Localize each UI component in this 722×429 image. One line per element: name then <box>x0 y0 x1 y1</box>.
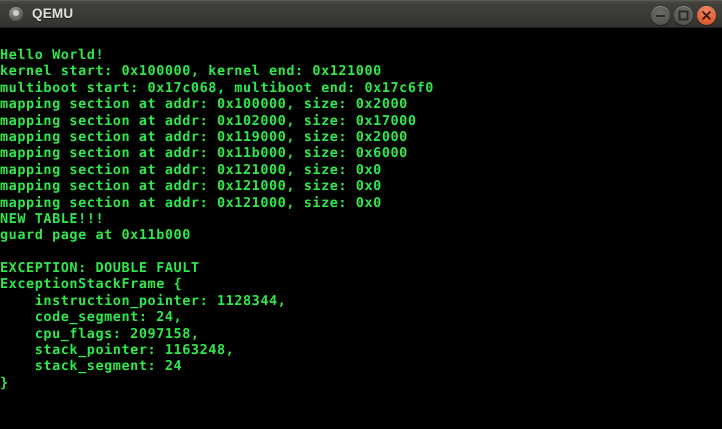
terminal-line: stack_pointer: 1163248, <box>0 342 235 359</box>
window-controls <box>651 1 716 29</box>
terminal-line: cpu_flags: 2097158, <box>0 325 200 342</box>
maximize-button[interactable] <box>674 5 693 25</box>
terminal-line: NEW TABLE!!! <box>0 210 105 227</box>
minimize-button[interactable] <box>651 5 670 25</box>
window-title: QEMU <box>32 6 74 21</box>
terminal-line <box>0 244 434 260</box>
terminal-line: ExceptionStackFrame { <box>0 276 183 293</box>
qemu-disc-icon-highlight <box>13 10 19 16</box>
terminal-line: mapping section at addr: 0x121000, size:… <box>0 178 382 195</box>
terminal-line: multiboot start: 0x17c068, multiboot end… <box>0 79 434 96</box>
maximize-icon <box>678 10 689 20</box>
terminal-line: kernel start: 0x100000, kernel end: 0x12… <box>0 63 382 80</box>
terminal-line: mapping section at addr: 0x11b000, size:… <box>0 145 408 162</box>
terminal-line: mapping section at addr: 0x121000, size:… <box>0 161 382 178</box>
qemu-disc-icon <box>8 6 24 22</box>
terminal-line: EXCEPTION: DOUBLE FAULT <box>0 260 200 277</box>
terminal-line: mapping section at addr: 0x121000, size:… <box>0 194 382 211</box>
terminal-line: mapping section at addr: 0x102000, size:… <box>0 112 417 129</box>
terminal-line: mapping section at addr: 0x119000, size:… <box>0 128 408 145</box>
close-button[interactable] <box>697 5 716 25</box>
window-titlebar[interactable]: QEMU <box>0 0 722 28</box>
close-icon <box>702 10 711 20</box>
terminal-line: instruction_pointer: 1128344, <box>0 292 287 309</box>
terminal-line: code_segment: 24, <box>0 309 183 326</box>
qemu-terminal-display[interactable]: Hello World! kernel start: 0x100000, kern… <box>0 29 722 429</box>
terminal-line: guard page at 0x11b000 <box>0 227 191 244</box>
terminal-line: Hello World! <box>0 47 105 63</box>
terminal-line: } <box>0 374 9 391</box>
terminal-output: Hello World! kernel start: 0x100000, kern… <box>0 47 434 391</box>
terminal-line: stack_segment: 24 <box>0 358 183 375</box>
terminal-line: mapping section at addr: 0x100000, size:… <box>0 96 408 113</box>
minimize-icon <box>656 14 665 17</box>
